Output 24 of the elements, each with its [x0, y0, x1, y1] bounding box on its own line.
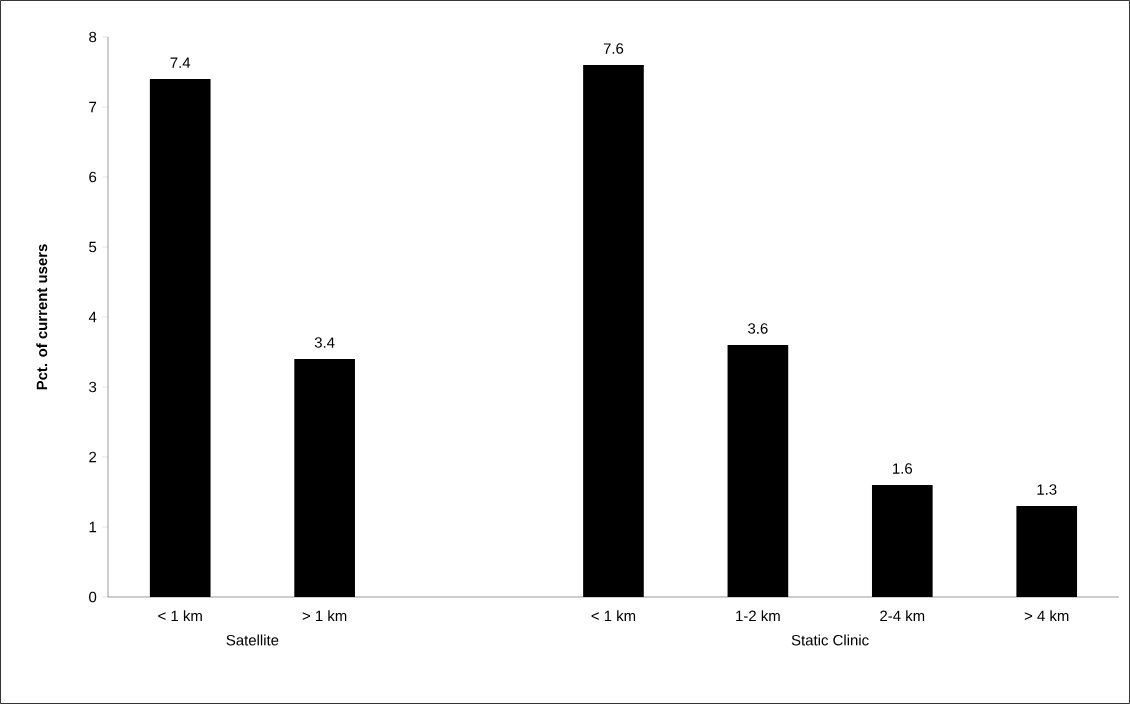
y-tick-label: 1 — [89, 521, 97, 533]
data-label: 1.3 — [1037, 484, 1057, 495]
text: Static Clinic — [791, 634, 869, 646]
y-tick-label: 2 — [89, 451, 97, 463]
data-label: 3.6 — [748, 323, 768, 334]
y-tick-label: 3 — [89, 381, 97, 393]
y-axis-title: Pct. of current users — [36, 244, 48, 390]
y-tick-label: 5 — [89, 241, 97, 253]
data-label: 1.6 — [893, 463, 913, 474]
y-tick-label: 7 — [89, 101, 97, 113]
x-tick-label: > 1 km — [302, 610, 347, 622]
data-label: 3.4 — [314, 337, 335, 348]
data-label: 7.4 — [170, 57, 191, 68]
y-tick-label: 6 — [89, 171, 97, 183]
x-tick-label: > 4 km — [1024, 610, 1069, 622]
x-tick-label: < 1 km — [158, 610, 202, 622]
x-tick-label: < 1 km — [591, 610, 636, 622]
x-tick-label: 2-4 km — [880, 610, 925, 622]
y-tick-label: 8 — [89, 31, 97, 43]
y-tick-label: 0 — [89, 591, 97, 603]
x-tick-label: 1-2 km — [736, 610, 780, 622]
y-tick-label: 4 — [88, 311, 97, 323]
data-label: 7.6 — [603, 43, 624, 54]
text: Satellite — [226, 634, 279, 646]
